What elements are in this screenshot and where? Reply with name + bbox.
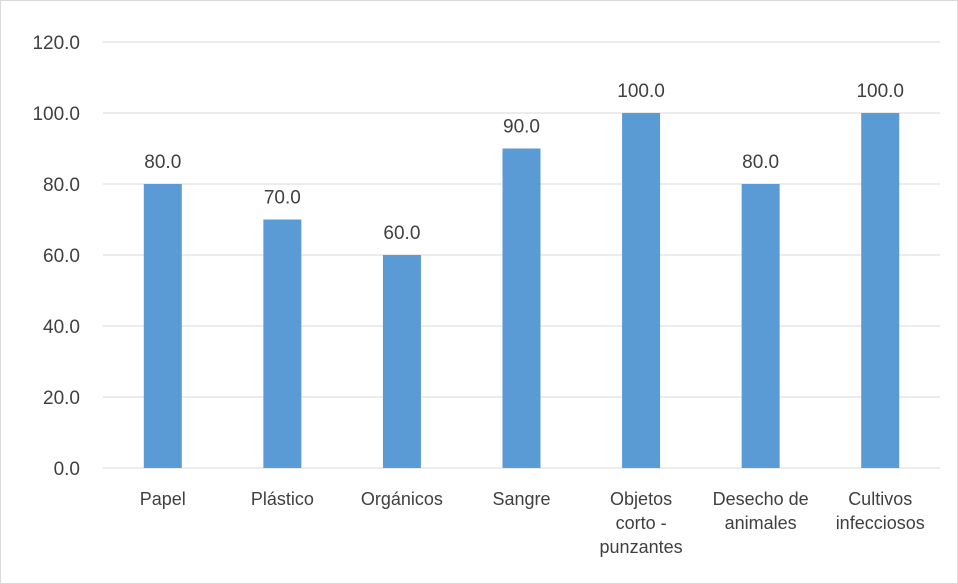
- bar: [861, 113, 900, 468]
- data-label: 80.0: [742, 152, 779, 173]
- category-label: Objetos corto -punzantes: [600, 489, 683, 557]
- category-labels: Papel Plástico Orgánicos Sangre Objetos corto…: [140, 489, 925, 557]
- data-label: 100.0: [856, 81, 904, 102]
- category-label: Desecho de animales: [713, 489, 809, 533]
- bar: [143, 184, 182, 468]
- y-tick-label: 60.0: [43, 246, 80, 267]
- data-label: 100.0: [617, 81, 665, 102]
- data-label: 60.0: [383, 223, 420, 244]
- bar: [263, 219, 302, 468]
- bar: [622, 113, 661, 468]
- y-tick-label: 20.0: [43, 388, 80, 409]
- category-label: Cultivos infecciosos: [836, 489, 925, 533]
- bars: [143, 113, 900, 468]
- y-tick-label: 100.0: [32, 104, 80, 125]
- category-label: Plástico: [251, 489, 314, 509]
- y-tick-label: 120.0: [32, 33, 80, 54]
- y-tick-label: 40.0: [43, 317, 80, 338]
- y-tick-label: 0.0: [54, 459, 80, 480]
- category-label: Orgánicos: [361, 489, 443, 509]
- data-label: 80.0: [144, 152, 181, 173]
- data-label: 70.0: [264, 188, 301, 209]
- bar: [382, 255, 421, 468]
- y-axis-tick-labels: 0.0 20.0 40.0 60.0 80.0 100.0 120.0: [32, 33, 80, 480]
- y-tick-label: 80.0: [43, 175, 80, 196]
- bar: [741, 184, 780, 468]
- bar: [502, 148, 541, 468]
- data-label: 90.0: [503, 117, 540, 138]
- category-label: Sangre: [492, 489, 550, 509]
- category-label: Papel: [140, 489, 186, 509]
- data-labels: 80.0 70.0 60.0 90.0 100.0 80.0 100.0: [144, 81, 904, 244]
